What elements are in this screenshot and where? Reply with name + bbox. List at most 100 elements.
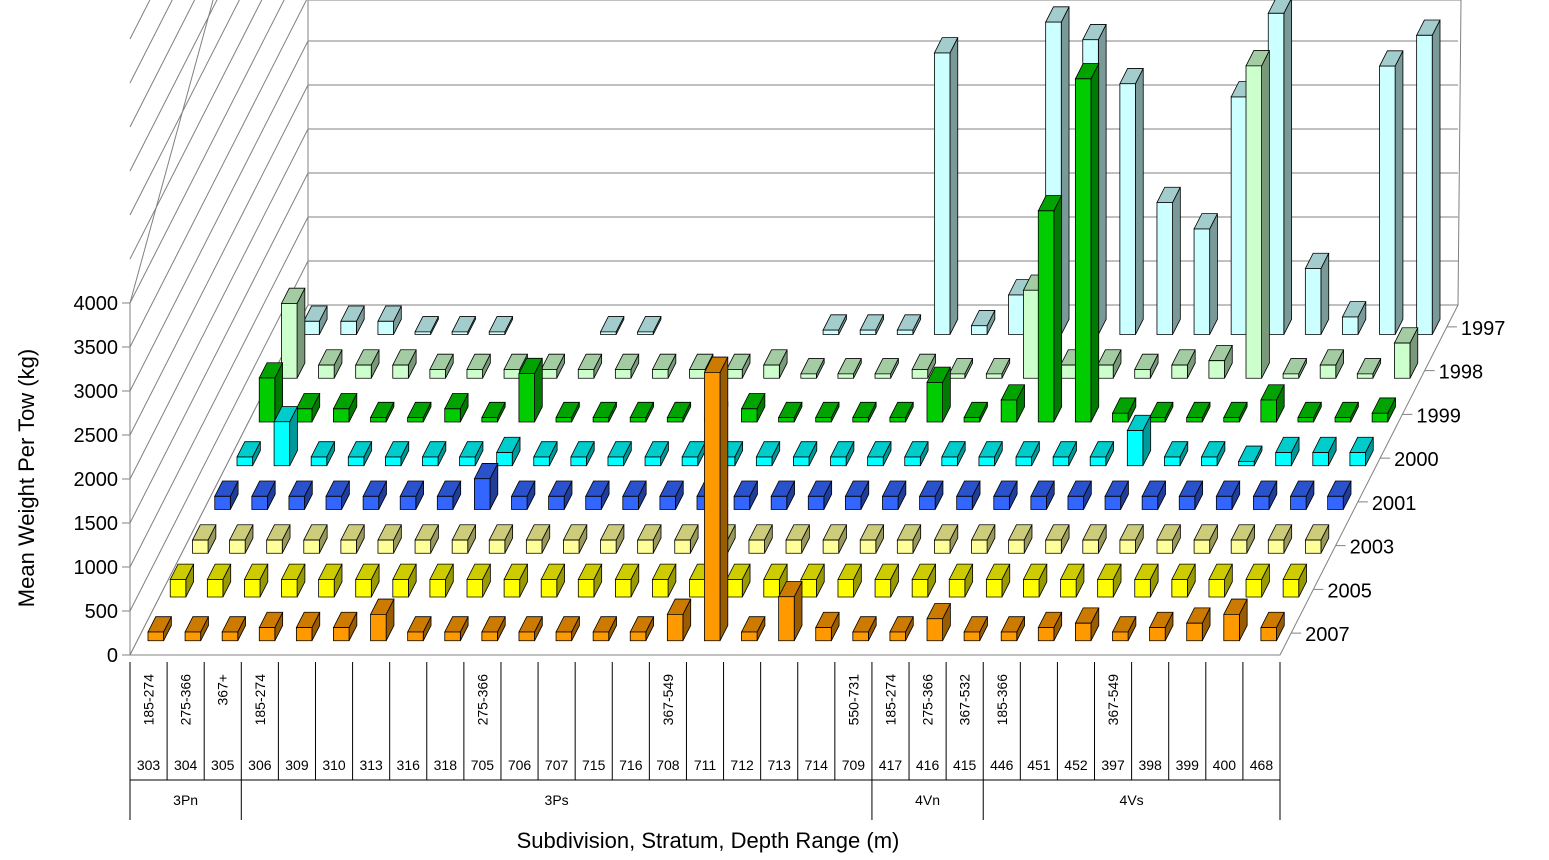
bar-1998-711 (837, 358, 862, 379)
bar-front (726, 369, 743, 379)
bar-front (1282, 373, 1300, 379)
stratum-label-305: 305 (211, 757, 235, 773)
bar-2001-712 (807, 480, 833, 510)
bar-front (325, 495, 343, 510)
bar-front (926, 618, 944, 642)
bar-2003-310 (377, 524, 402, 554)
bar-front (1267, 539, 1285, 554)
bar-front (1097, 364, 1114, 379)
bar-front (1060, 364, 1077, 379)
bar-front (1112, 412, 1129, 423)
bar-2005-316 (429, 563, 454, 598)
bar-front (392, 364, 409, 379)
bar-2007-305 (221, 616, 247, 642)
bar-front (511, 495, 528, 510)
bar-2003-416 (970, 524, 996, 554)
bar-front (303, 320, 320, 335)
depth-label: 550-731 (845, 674, 861, 726)
bar-1999-712 (852, 401, 877, 423)
bar-front (652, 369, 669, 379)
bar-front (1304, 539, 1322, 554)
bar-2007-417 (889, 616, 914, 642)
subdivision-label-3Ps: 3Ps (545, 792, 569, 808)
bar-front (540, 579, 558, 598)
bar-front (637, 331, 654, 335)
bar-side (1209, 213, 1218, 335)
bar-front (1134, 369, 1151, 379)
bar-1999-400 (1334, 401, 1360, 423)
bar-front (1074, 78, 1092, 423)
bar-front (644, 456, 662, 467)
depth-label: 367+ (215, 674, 231, 706)
stratum-label-313: 313 (359, 757, 383, 773)
depth-label: 367-549 (660, 674, 676, 726)
stratum-label-310: 310 (322, 757, 346, 773)
gridline (129, 260, 1458, 612)
bar-front (1149, 417, 1166, 423)
bar-front (1253, 495, 1270, 510)
bar-2005-715 (614, 563, 640, 598)
bar-front (726, 579, 743, 598)
depth-label: 275-366 (920, 674, 936, 726)
bar-front (985, 579, 1003, 598)
bar-front (1075, 622, 1092, 642)
bar-front (941, 456, 958, 467)
stratum-label-306: 306 (248, 757, 272, 773)
bar-2007-304 (184, 616, 210, 642)
stratum-label-446: 446 (990, 757, 1014, 773)
bar-front (1008, 294, 1025, 335)
bar-front (214, 495, 231, 510)
bar-front (622, 495, 639, 510)
bar-2003-415 (1007, 524, 1033, 554)
bar-2000-416 (1015, 441, 1041, 467)
bar-2000-318 (533, 441, 558, 467)
bar-front (1052, 456, 1070, 467)
bar-2000-399 (1275, 436, 1300, 467)
bar-2003-306 (303, 524, 328, 554)
bar-2000-711 (792, 441, 818, 467)
bar-front (733, 495, 751, 510)
bar-1997-318 (599, 316, 625, 335)
depth-label: 185-274 (252, 674, 268, 726)
bar-front (1045, 539, 1062, 554)
bar-1999-398 (1260, 384, 1285, 423)
bar-front (436, 495, 454, 510)
bar-front (1230, 539, 1248, 554)
bar-1998-305 (355, 349, 380, 379)
bar-1999-446 (1111, 397, 1137, 423)
bar-front (1134, 579, 1151, 598)
bar-2003-716 (674, 524, 699, 554)
bar-2001-711 (770, 480, 796, 510)
bar-side (1090, 63, 1100, 423)
bar-2003-709 (896, 524, 922, 554)
y-tick-labels: 0 500 1000 1500 2000 2500 3000 3500 4000 (74, 293, 130, 667)
bar-2001-417 (956, 480, 981, 510)
bar-1997-309 (451, 316, 477, 335)
bar-front (407, 417, 424, 423)
series-label-2000: 2000 (1394, 449, 1439, 471)
bar-1999-468 (1371, 397, 1397, 423)
series-labels: 1997 1998 1999 2000 2001 2003 2005 2007 (1291, 318, 1505, 646)
bar-2000-712 (829, 441, 855, 467)
bar-1997-714 (970, 310, 996, 335)
bar-2005-415 (985, 563, 1011, 598)
bar-front (355, 579, 372, 598)
bar-side (1053, 195, 1063, 423)
bar-2007-713 (777, 581, 803, 642)
bar-2005-399 (1208, 563, 1233, 598)
gridline (129, 0, 240, 216)
bar-front (674, 539, 691, 554)
bar-2007-313 (369, 598, 395, 642)
bar-front (666, 613, 684, 642)
bar-2001-306 (325, 480, 351, 510)
bar-front (948, 373, 966, 379)
bar-2001-708 (733, 480, 759, 510)
bar-2001-399 (1252, 480, 1278, 510)
bar-2003-318 (488, 524, 514, 554)
bar-front (800, 373, 817, 379)
stratum-label-706: 706 (508, 757, 532, 773)
bar-2000-452 (1163, 441, 1189, 467)
bar-front (637, 539, 654, 554)
bar-front (333, 627, 350, 642)
bar-1999-303 (258, 362, 284, 423)
